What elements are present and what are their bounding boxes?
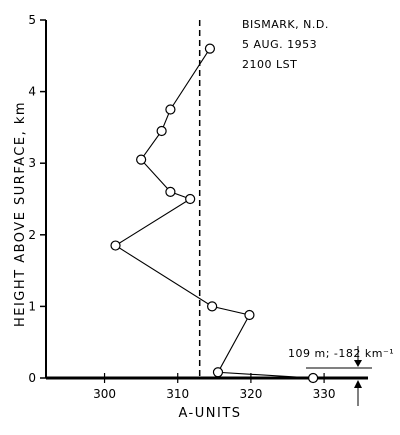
data-point-0 — [308, 372, 319, 384]
surface-layer-annotation: 109 m; -182 km⁻¹ — [288, 346, 394, 406]
y-tick-label-4: 4 — [28, 85, 36, 99]
data-point-9 — [165, 104, 176, 115]
data-point-6 — [165, 186, 176, 197]
data-point-10 — [204, 43, 216, 54]
x-tick-label-3: 330 — [313, 387, 336, 401]
y-axis-ticks: 0 1 2 3 4 5 — [28, 13, 46, 385]
station-annotation: BISMARK, N.D. 5 AUG. 1953 2100 LST — [242, 18, 329, 71]
annotation-line-1: BISMARK, N.D. — [242, 18, 329, 31]
annotation-line-3: 2100 LST — [242, 58, 297, 71]
data-point-8 — [156, 125, 167, 137]
y-tick-label-1: 1 — [28, 299, 36, 313]
plot-frame — [45, 20, 368, 380]
data-point-7 — [136, 154, 147, 165]
y-tick-label-0: 0 — [28, 371, 36, 385]
x-axis-label: A-UNITS — [178, 406, 241, 421]
y-tick-label-3: 3 — [28, 156, 36, 170]
data-point-1 — [212, 367, 224, 378]
surface-bracket-arrowhead-up — [354, 380, 362, 388]
y-axis-label: HEIGHT ABOVE SURFACE, km — [13, 101, 28, 327]
data-point-2 — [244, 309, 255, 321]
series-profile — [110, 43, 319, 384]
data-point-5 — [185, 193, 196, 205]
x-tick-label-2: 320 — [239, 387, 262, 401]
x-tick-label-0: 300 — [93, 387, 116, 401]
data-point-3 — [207, 301, 218, 312]
annotation-line-2: 5 AUG. 1953 — [242, 38, 317, 51]
x-tick-label-1: 310 — [166, 387, 189, 401]
y-tick-label-5: 5 — [28, 13, 36, 27]
surface-annotation-text: 109 m; -182 km⁻¹ — [288, 347, 394, 360]
x-axis-ticks: 300 310 320 330 — [93, 373, 336, 401]
data-point-4 — [110, 240, 121, 251]
y-tick-label-2: 2 — [28, 228, 36, 242]
series-line — [114, 48, 314, 379]
surface-bracket-arrowhead-down — [354, 360, 362, 367]
